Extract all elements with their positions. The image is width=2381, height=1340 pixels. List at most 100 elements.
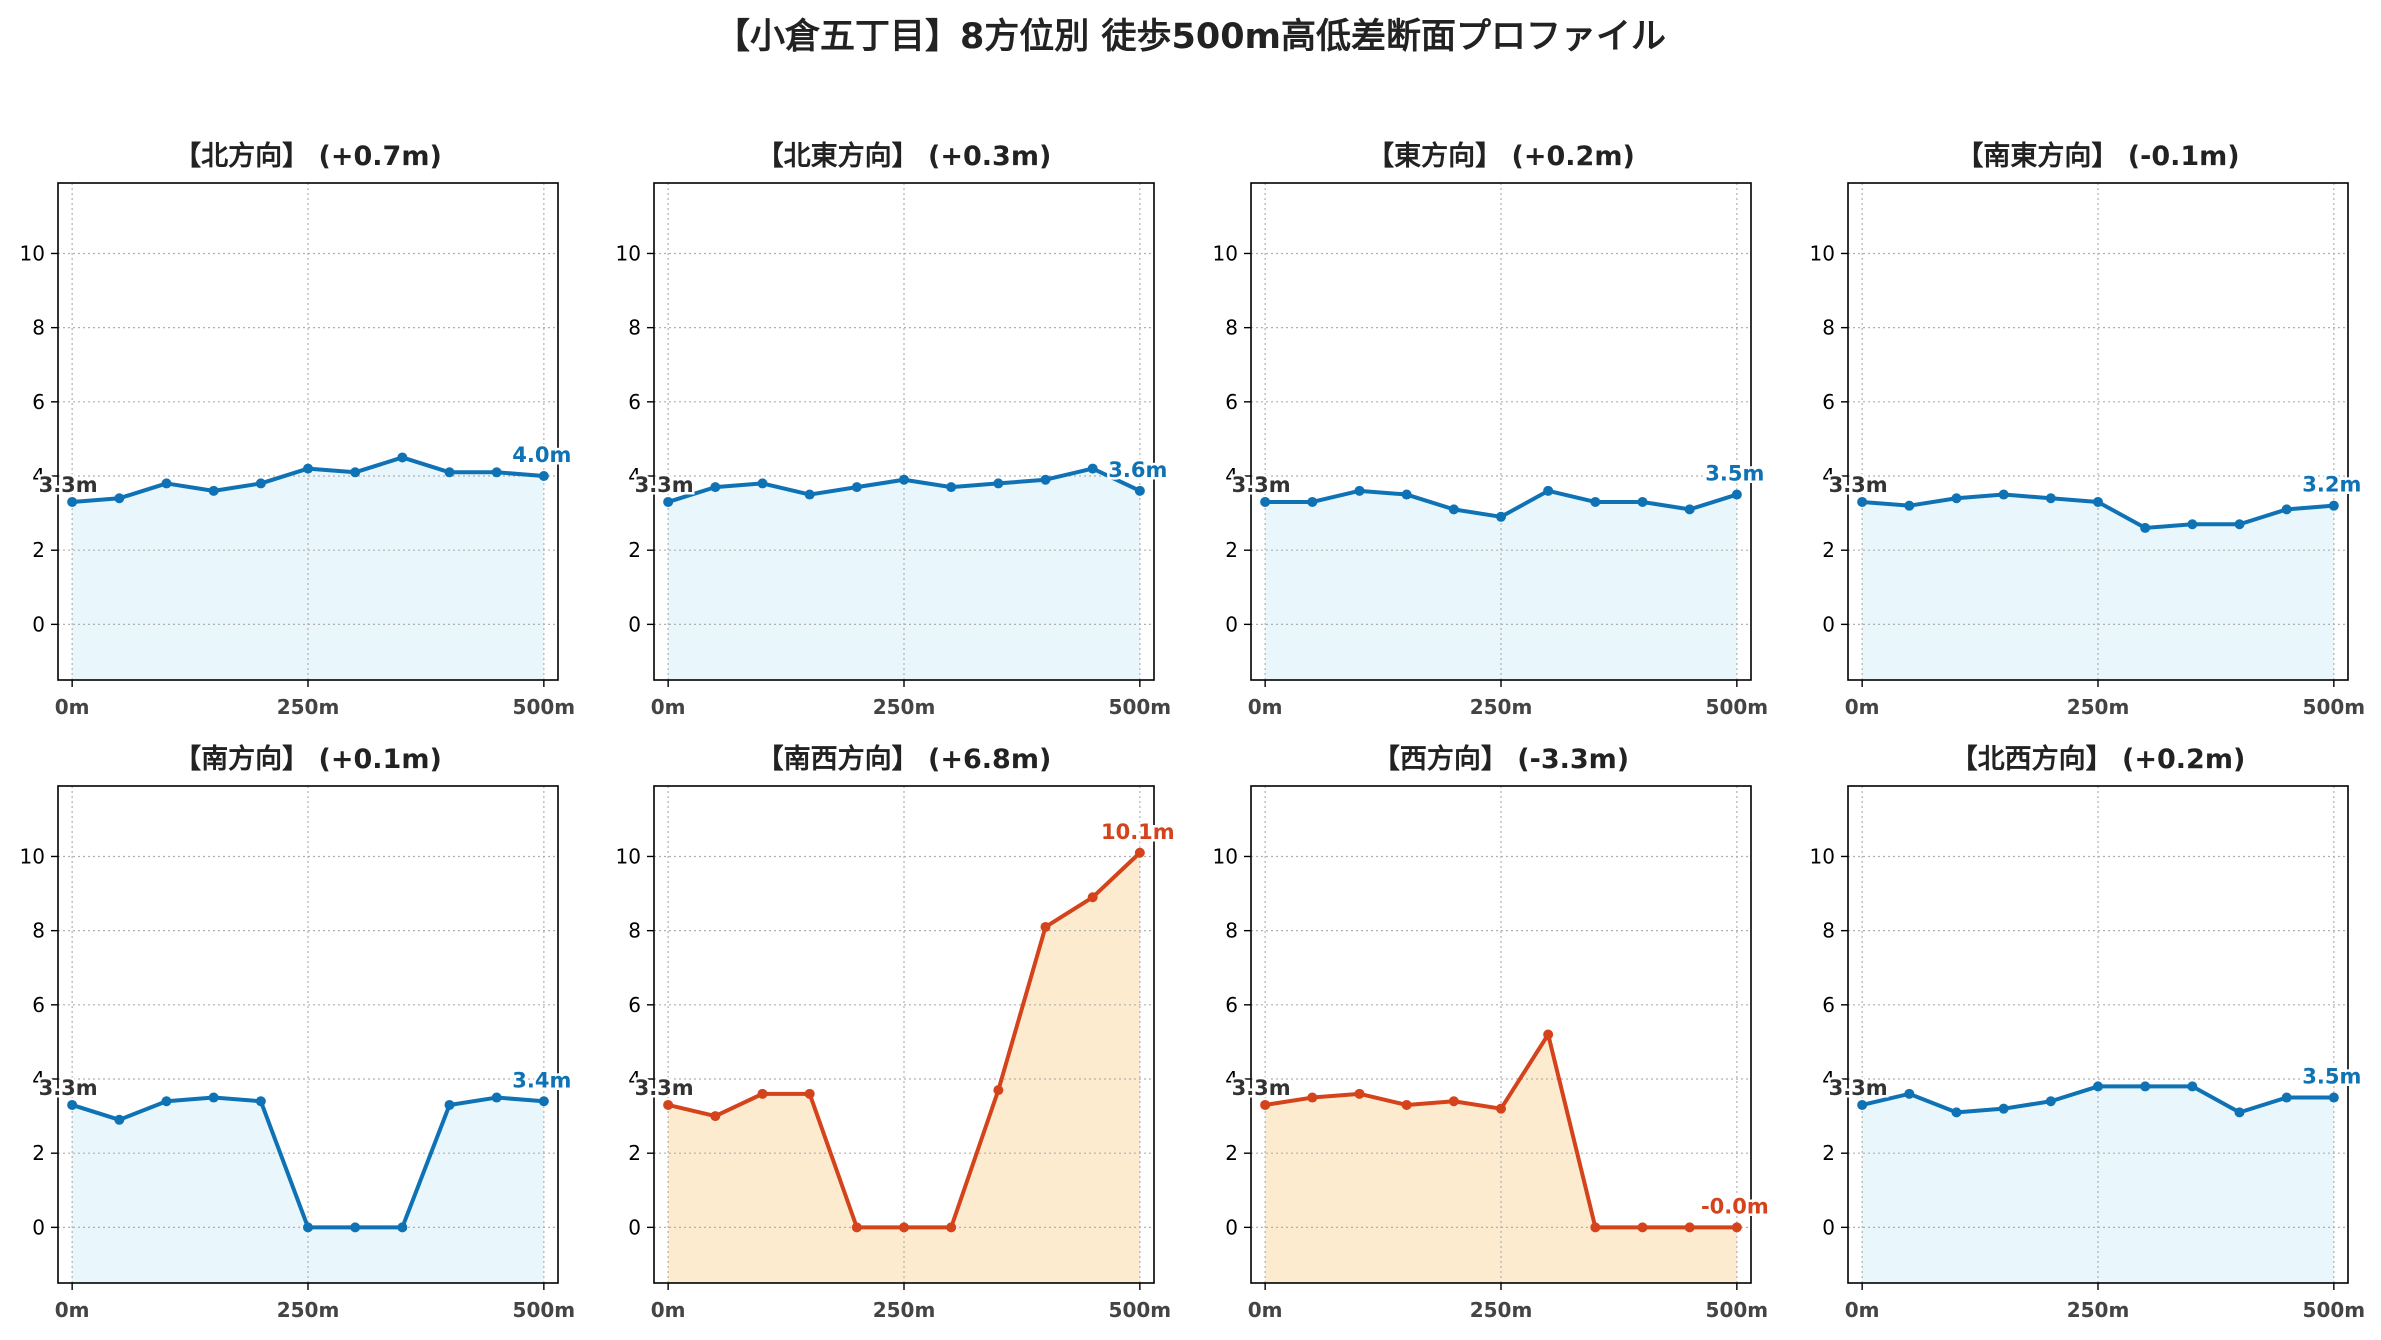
data-point xyxy=(1951,493,1962,504)
start-elevation-label: 3.3m xyxy=(635,1076,694,1100)
data-point xyxy=(255,1096,266,1107)
data-point xyxy=(1951,1107,1962,1118)
x-tick-label: 0m xyxy=(1248,1298,1283,1322)
y-tick-label: 6 xyxy=(1225,993,1238,1017)
start-elevation-label: 3.3m xyxy=(1232,1076,1291,1100)
data-point xyxy=(444,467,455,478)
x-tick-label: 500m xyxy=(1706,1298,1769,1322)
data-point xyxy=(663,496,674,507)
subplot-5: 0 2 4 6 8 10 0m 250m 500m 【南西方向】 (+6.8m) 3.3m 10.1m xyxy=(616,743,1178,1322)
start-elevation-label: 3.3m xyxy=(1829,1076,1888,1100)
x-tick-label: 500m xyxy=(513,695,576,719)
y-tick-label: 8 xyxy=(1822,919,1835,943)
x-tick-label: 250m xyxy=(1470,695,1533,719)
y-tick-label: 4 xyxy=(32,1067,45,1091)
x-tick-label: 500m xyxy=(1706,695,1769,719)
data-point xyxy=(1040,921,1051,932)
figure-title: 【小倉五丁目】8方位別 徒歩500m高低差断面プロファイル xyxy=(714,17,1667,57)
data-point xyxy=(2140,522,2151,533)
data-point xyxy=(757,478,768,489)
y-tick-label: 8 xyxy=(1822,316,1835,340)
subplot-title: 【南東方向】 (-0.1m) xyxy=(1956,140,2239,172)
y-tick-label: 10 xyxy=(20,241,45,265)
data-point xyxy=(851,482,862,493)
data-point xyxy=(663,1099,674,1110)
subplot-4: 0 2 4 6 8 10 0m 250m 500m 【南方向】 (+0.1m) 3.3m 3.4m xyxy=(20,743,576,1322)
data-point xyxy=(1354,485,1365,496)
data-point xyxy=(2140,1081,2151,1092)
subplot-0: 0 2 4 6 8 10 0m 250m 500m 【北方向】 (+0.7m) 3.3m 4.0m xyxy=(20,140,576,719)
data-point xyxy=(1637,1222,1648,1233)
data-point xyxy=(1590,1222,1601,1233)
data-point xyxy=(1134,485,1145,496)
y-tick-label: 8 xyxy=(628,316,641,340)
y-tick-label: 0 xyxy=(628,612,641,636)
data-point xyxy=(946,482,957,493)
y-tick-label: 10 xyxy=(616,844,641,868)
subplot-3: 0 2 4 6 8 10 0m 250m 500m 【南東方向】 (-0.1m) 3.3m 3.2m xyxy=(1810,140,2366,719)
y-tick-label: 4 xyxy=(628,464,641,488)
x-tick-label: 250m xyxy=(2067,1298,2130,1322)
y-tick-label: 4 xyxy=(1225,464,1238,488)
data-point xyxy=(2234,519,2245,530)
data-point xyxy=(397,452,408,463)
y-tick-label: 2 xyxy=(32,538,45,562)
data-point xyxy=(899,1222,909,1233)
y-tick-label: 10 xyxy=(1213,844,1238,868)
y-tick-label: 2 xyxy=(32,1141,45,1165)
subplot-7: 0 2 4 6 8 10 0m 250m 500m 【北西方向】 (+0.2m) 3.3m 3.5m xyxy=(1810,743,2366,1322)
data-point xyxy=(350,1222,361,1233)
data-point xyxy=(1307,496,1318,507)
subplot-title: 【北西方向】 (+0.2m) xyxy=(1951,743,2246,775)
end-elevation-label: 3.5m xyxy=(1705,462,1764,486)
y-tick-label: 2 xyxy=(628,1141,641,1165)
x-tick-label: 0m xyxy=(1845,1298,1880,1322)
profile-fill xyxy=(1265,490,1737,680)
data-point xyxy=(1401,489,1412,500)
data-point xyxy=(2281,1092,2292,1103)
data-point xyxy=(1998,1103,2009,1114)
data-point xyxy=(1087,463,1098,474)
end-elevation-label: -0.0m xyxy=(1701,1194,1769,1218)
data-point xyxy=(804,489,815,500)
data-point xyxy=(1260,496,1271,507)
data-point xyxy=(851,1222,862,1233)
profile-fill xyxy=(72,1097,544,1283)
data-point xyxy=(2281,504,2292,515)
data-point xyxy=(2328,1092,2339,1103)
y-tick-label: 8 xyxy=(628,919,641,943)
data-point xyxy=(491,1092,502,1103)
data-point xyxy=(1857,1099,1868,1110)
profile-fill xyxy=(1862,1086,2334,1283)
y-tick-label: 10 xyxy=(1810,241,1835,265)
data-point xyxy=(1637,496,1648,507)
end-elevation-label: 3.2m xyxy=(2302,473,2361,497)
y-tick-label: 8 xyxy=(1225,919,1238,943)
data-point xyxy=(2045,1096,2056,1107)
subplot-title: 【西方向】 (-3.3m) xyxy=(1373,743,1629,775)
x-tick-label: 250m xyxy=(1470,1298,1533,1322)
profile-fill xyxy=(1265,1034,1737,1283)
y-tick-label: 0 xyxy=(1225,1215,1238,1239)
data-point xyxy=(804,1088,815,1099)
x-tick-label: 500m xyxy=(1109,1298,1172,1322)
data-point xyxy=(255,478,266,489)
y-tick-label: 0 xyxy=(1822,1215,1835,1239)
subplot-title: 【北方向】 (+0.7m) xyxy=(174,140,442,172)
data-point xyxy=(161,1096,172,1107)
y-tick-label: 2 xyxy=(628,538,641,562)
x-tick-label: 250m xyxy=(277,1298,340,1322)
data-point xyxy=(757,1088,768,1099)
y-tick-label: 0 xyxy=(32,1215,45,1239)
y-tick-label: 8 xyxy=(32,919,45,943)
data-point xyxy=(208,1092,219,1103)
data-point xyxy=(1543,1029,1554,1040)
data-point xyxy=(1354,1088,1365,1099)
data-point xyxy=(2093,1081,2103,1092)
y-tick-label: 6 xyxy=(1225,390,1238,414)
data-point xyxy=(1448,504,1459,515)
data-point xyxy=(1857,496,1868,507)
x-tick-label: 500m xyxy=(513,1298,576,1322)
data-point xyxy=(2093,496,2103,507)
y-tick-label: 4 xyxy=(32,464,45,488)
